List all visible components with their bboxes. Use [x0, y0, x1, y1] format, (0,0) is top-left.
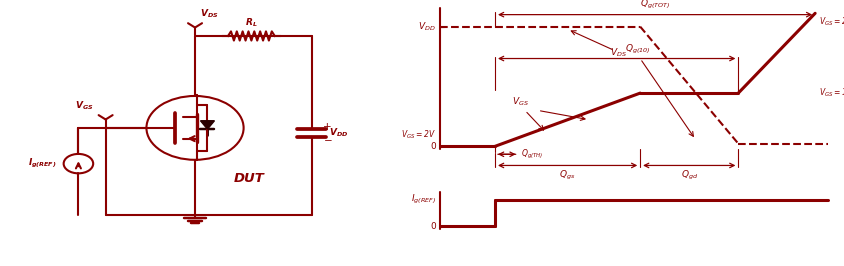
Text: $\mathregular{V_{DS}}$: $\mathregular{V_{DS}}$	[609, 47, 626, 59]
Text: +: +	[322, 122, 331, 132]
Text: $\mathregular{V_{DD}}$: $\mathregular{V_{DD}}$	[418, 20, 436, 33]
Text: $\mathregular{V_{DD}}$: $\mathregular{V_{DD}}$	[329, 127, 348, 139]
Text: DUT: DUT	[234, 172, 264, 185]
Text: $\mathregular{Q_{g(TH)}}$: $\mathregular{Q_{g(TH)}}$	[520, 148, 543, 161]
Text: $\mathregular{Q_{gd}}$: $\mathregular{Q_{gd}}$	[679, 169, 697, 182]
Text: 0: 0	[430, 222, 436, 231]
Text: $\mathregular{V_{GS}=20V}$: $\mathregular{V_{GS}=20V}$	[819, 15, 844, 27]
Text: $\mathregular{V_{DS}}$: $\mathregular{V_{DS}}$	[199, 8, 218, 20]
Text: $\mathregular{V_{GS}=10V}$: $\mathregular{V_{GS}=10V}$	[819, 87, 844, 99]
Text: $\mathregular{Q_{gs}}$: $\mathregular{Q_{gs}}$	[559, 169, 575, 182]
Text: $\mathregular{Q_{g(TOT)}}$: $\mathregular{Q_{g(TOT)}}$	[639, 0, 669, 11]
Text: $\mathregular{I_{g(REF)}}$: $\mathregular{I_{g(REF)}}$	[29, 157, 57, 170]
Text: $\mathregular{R_L}$: $\mathregular{R_L}$	[245, 16, 257, 29]
Text: $\mathregular{V_{GS}}$: $\mathregular{V_{GS}}$	[511, 95, 528, 108]
Text: $\mathregular{V_{GS}=2V}$: $\mathregular{V_{GS}=2V}$	[401, 128, 436, 140]
Polygon shape	[200, 121, 214, 129]
Text: $\mathregular{Q_{g(10)}}$: $\mathregular{Q_{g(10)}}$	[625, 43, 650, 56]
Text: $\mathregular{V_{GS}}$: $\mathregular{V_{GS}}$	[75, 99, 94, 112]
Text: 0: 0	[430, 142, 436, 151]
Text: $\mathregular{I_{g(REF)}}$: $\mathregular{I_{g(REF)}}$	[411, 193, 436, 206]
Text: $-$: $-$	[322, 134, 332, 144]
